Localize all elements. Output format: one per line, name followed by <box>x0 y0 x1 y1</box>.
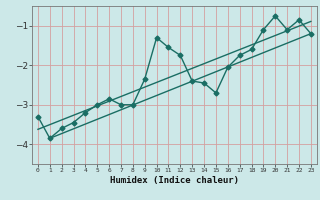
X-axis label: Humidex (Indice chaleur): Humidex (Indice chaleur) <box>110 176 239 185</box>
